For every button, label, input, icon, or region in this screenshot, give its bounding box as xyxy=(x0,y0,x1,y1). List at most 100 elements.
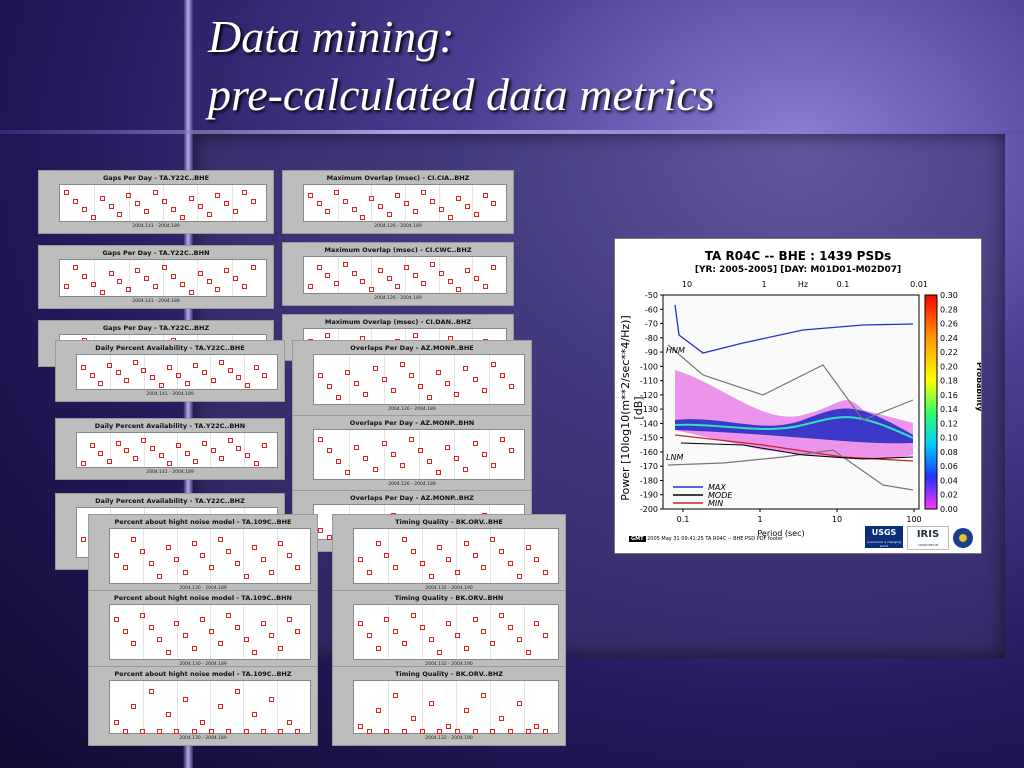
thumbnail-gridline xyxy=(276,529,278,583)
thumbnail-marker xyxy=(377,267,383,273)
metric-thumbnail: Percent about hight noise model - TA.109… xyxy=(88,666,318,746)
psd-colorbar-tick-label: 0.30 xyxy=(940,291,958,300)
thumbnail-marker xyxy=(318,373,323,379)
psd-colorbar-tick-label: 0.04 xyxy=(940,476,958,485)
thumbnail-title: Timing Quality - BK.ORV..BHN xyxy=(394,594,504,602)
thumbnail-marker xyxy=(278,729,284,734)
thumbnail-plot-area xyxy=(109,528,311,584)
thumbnail-marker xyxy=(375,708,381,714)
thumbnail-marker xyxy=(236,445,242,451)
thumbnail-marker xyxy=(184,450,190,456)
thumbnail-marker xyxy=(217,704,223,710)
psd-hnm-label: HNM xyxy=(666,346,685,355)
thumbnail-marker xyxy=(454,391,460,397)
thumbnail-marker xyxy=(543,633,549,639)
thumbnail-marker xyxy=(508,448,514,454)
thumbnail-marker xyxy=(516,700,522,706)
thumbnail-gridline xyxy=(490,529,491,583)
thumbnail-marker xyxy=(148,625,154,631)
thumbnail-gridline xyxy=(524,529,525,583)
thumbnail-marker xyxy=(327,448,333,454)
thumbnail-gridline xyxy=(405,185,406,221)
nsf-logo xyxy=(953,528,973,548)
thumbnail-marker xyxy=(224,201,230,207)
thumbnail-marker xyxy=(148,561,154,567)
iris-logo: IRIS CONSORTIUM xyxy=(907,526,949,550)
thumbnail-xlabel: 2004.126 - 2004.189 xyxy=(388,407,436,412)
thumbnail-marker xyxy=(260,621,266,627)
thumbnail-marker xyxy=(481,388,487,394)
thumbnail-gridline xyxy=(110,433,112,467)
psd-ytick-label: -60 xyxy=(645,305,658,314)
thumbnail-gridline xyxy=(276,681,278,733)
thumbnail-marker xyxy=(286,553,292,559)
thumbnail-marker xyxy=(183,696,189,702)
thumbnail-marker xyxy=(217,641,223,647)
thumbnail-marker xyxy=(278,645,284,651)
thumbnail-marker xyxy=(408,373,414,379)
thumbnail-gridline xyxy=(176,605,178,659)
thumbnail-gridline xyxy=(128,260,130,296)
thumbnail-marker xyxy=(412,273,418,279)
thumbnail-marker xyxy=(481,452,487,458)
metric-thumbnail: Timing Quality - BK.ORV..BHZ 2004.132 - 2… xyxy=(332,666,566,746)
thumbnail-marker xyxy=(117,212,123,217)
thumbnail-gridline xyxy=(231,185,233,221)
psd-xtick-label: 100 xyxy=(906,515,921,524)
psd-ytick-label: -140 xyxy=(640,419,658,428)
thumbnail-marker xyxy=(219,455,225,461)
thumbnail-xlabel: 2004.132 - 2004.190 xyxy=(425,736,473,741)
thumbnail-marker xyxy=(153,284,159,290)
psd-colorbar-tick-label: 0.14 xyxy=(940,405,958,414)
thumbnail-marker xyxy=(516,637,522,643)
thumbnail-marker xyxy=(325,273,331,279)
thumbnail-marker xyxy=(427,395,433,401)
thumbnail-marker xyxy=(233,209,239,215)
thumbnail-marker xyxy=(295,565,301,571)
thumbnail-marker xyxy=(174,557,180,563)
psd-title: TA R04C -- BHE : 1439 PSDs xyxy=(704,249,892,263)
thumbnail-marker xyxy=(463,708,469,714)
thumbnail-marker xyxy=(108,203,114,209)
psd-ytick-label: -130 xyxy=(640,405,658,414)
thumbnail-marker xyxy=(525,729,531,734)
thumbnail-marker xyxy=(64,284,69,290)
thumbnail-marker xyxy=(381,441,387,447)
thumbnail-marker xyxy=(242,284,248,290)
thumbnail-marker xyxy=(153,190,159,196)
thumbnail-gridline xyxy=(176,529,178,583)
thumbnail-marker xyxy=(179,281,185,287)
thumbnail-marker xyxy=(390,452,396,458)
thumbnail-marker xyxy=(490,463,496,469)
thumbnail-gridline xyxy=(384,430,385,479)
thumbnail-marker xyxy=(278,541,284,547)
thumbnail-marker xyxy=(193,458,199,464)
thumbnail-marker xyxy=(430,262,436,268)
thumbnail-marker xyxy=(72,198,78,204)
thumbnail-marker xyxy=(463,541,469,547)
thumbnail-title: Gaps Per Day - TA.Y22C..BHZ xyxy=(102,324,210,332)
thumbnail-marker xyxy=(473,275,479,281)
thumbnail-marker xyxy=(463,645,469,651)
thumbnail-marker xyxy=(325,333,331,339)
psd-figure: TA R04C -- BHE : 1439 PSDs [YR: 2005-200… xyxy=(614,238,982,554)
thumbnail-marker xyxy=(242,190,248,196)
thumbnail-marker xyxy=(334,281,340,287)
thumbnail-marker xyxy=(342,262,348,268)
thumbnail-marker xyxy=(295,729,301,734)
thumbnail-marker xyxy=(210,377,216,383)
thumbnail-marker xyxy=(236,375,242,381)
thumbnail-marker xyxy=(386,275,392,281)
thumbnail-gridline xyxy=(349,430,350,479)
thumbnail-title: Maximum Overlap (msec) - CI.CWC..BHZ xyxy=(324,246,472,254)
thumbnail-gridline xyxy=(524,681,525,733)
thumbnail-marker xyxy=(217,537,223,543)
psd-xlabel: Period (sec) xyxy=(757,529,804,538)
thumbnail-marker xyxy=(193,362,199,368)
thumbnail-marker xyxy=(114,720,119,725)
thumbnail-marker xyxy=(191,541,197,547)
thumbnail-marker xyxy=(165,649,171,655)
thumbnail-marker xyxy=(157,729,163,734)
thumbnail-marker xyxy=(318,527,323,533)
thumbnail-marker xyxy=(167,365,173,371)
